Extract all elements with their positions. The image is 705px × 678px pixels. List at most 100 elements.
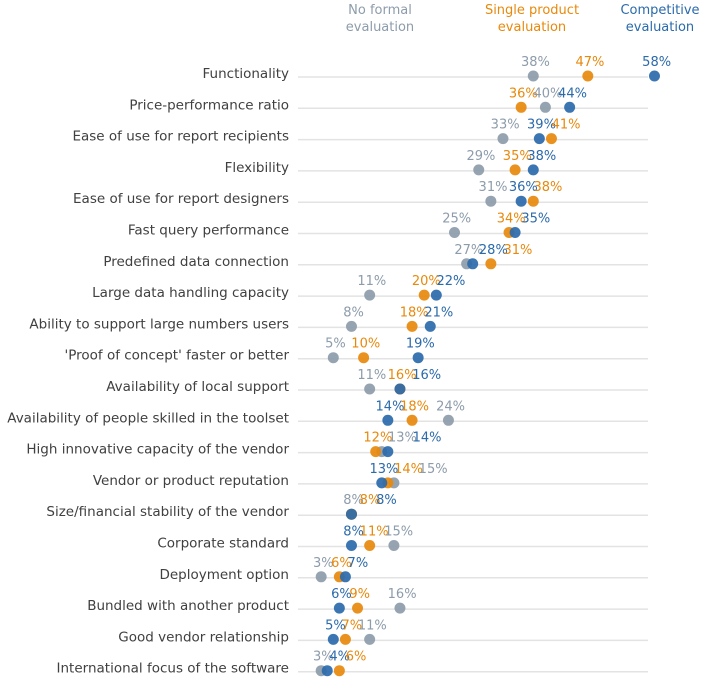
category-label: Flexibility [225, 160, 289, 176]
legend-label: evaluation [497, 20, 567, 35]
data-label: 9% [349, 587, 370, 602]
data-point [485, 258, 497, 270]
category-label: Fast query performance [128, 223, 289, 239]
data-label: 13% [369, 462, 398, 477]
data-label: 10% [351, 337, 380, 352]
data-point [412, 352, 424, 364]
data-label: 8% [360, 493, 381, 508]
data-label: 14% [376, 399, 405, 414]
data-label: 5% [325, 337, 346, 352]
data-point [321, 665, 333, 677]
data-point [394, 602, 406, 614]
data-label: 3% [313, 556, 334, 571]
legend-label: Competitive [620, 3, 700, 18]
data-label: 36% [509, 180, 538, 195]
data-label: 24% [436, 399, 465, 414]
category-label: 'Proof of concept' faster or better [65, 348, 290, 364]
data-point [333, 602, 345, 614]
data-label: 11% [360, 525, 389, 540]
data-point [339, 571, 351, 583]
data-point [467, 258, 479, 270]
data-label: 11% [358, 618, 387, 633]
category-label: Ease of use for report recipients [72, 129, 289, 145]
data-point [406, 414, 418, 426]
data-point [358, 352, 370, 364]
data-point [364, 289, 376, 301]
legend-competitive: Competitive evaluation [610, 2, 705, 36]
data-label: 14% [413, 431, 442, 446]
category-label: Large data handling capacity [92, 285, 289, 301]
data-point [515, 101, 527, 113]
data-point [564, 101, 576, 113]
data-label: 11% [357, 274, 386, 289]
category-label: Corporate standard [157, 536, 289, 552]
data-label: 31% [504, 243, 533, 258]
data-label: 22% [437, 274, 466, 289]
data-point [382, 414, 394, 426]
category-label: Predefined data connection [103, 254, 289, 270]
data-point [345, 320, 357, 332]
data-point [449, 227, 460, 238]
data-label: 44% [558, 86, 587, 101]
data-point [327, 633, 339, 645]
data-point [509, 164, 521, 176]
data-label: 13% [388, 431, 417, 446]
data-point [527, 70, 539, 82]
data-label: 7% [342, 618, 363, 633]
data-label: 40% [533, 86, 562, 101]
data-label: 21% [424, 305, 453, 320]
data-point [370, 446, 382, 458]
legend-no-formal: No formal evaluation [330, 2, 430, 36]
data-label: 16% [412, 368, 441, 383]
data-label: 16% [388, 587, 417, 602]
data-label: 35% [503, 149, 532, 164]
data-point [424, 320, 436, 332]
data-label: 31% [479, 180, 508, 195]
category-label: Availability of people skilled in the to… [7, 410, 289, 426]
data-point [388, 540, 400, 551]
data-point [364, 540, 376, 551]
legend-label: Single product [484, 3, 580, 18]
data-label: 27% [454, 243, 483, 258]
data-point [315, 571, 327, 583]
data-label: 20% [412, 274, 441, 289]
data-label: 36% [509, 86, 538, 101]
legend-label: evaluation [625, 20, 695, 35]
data-point [442, 414, 454, 426]
data-label: 6% [331, 556, 352, 571]
data-point [364, 383, 376, 395]
data-label: 4% [329, 650, 350, 665]
data-label: 18% [400, 305, 429, 320]
data-label: 6% [331, 587, 352, 602]
data-label: 6% [346, 650, 367, 665]
category-label: Size/financial stability of the vendor [46, 504, 289, 520]
data-point [339, 633, 351, 645]
data-label: 38% [527, 149, 556, 164]
category-label: Price-performance ratio [129, 97, 289, 113]
category-label: Vendor or product reputation [93, 473, 289, 489]
data-point [582, 70, 594, 82]
data-point [394, 383, 406, 395]
category-label: High innovative capacity of the vendor [26, 442, 289, 458]
data-point [648, 70, 660, 82]
data-label: 18% [400, 399, 429, 414]
data-point [345, 508, 357, 520]
data-label: 8% [343, 525, 364, 540]
legend-single-product: Single product evaluation [470, 2, 594, 36]
category-label: Availability of local support [106, 379, 289, 395]
data-label: 8% [376, 493, 397, 508]
data-label: 12% [363, 431, 392, 446]
data-point [345, 540, 357, 551]
data-point [352, 602, 364, 614]
data-label: 5% [325, 618, 346, 633]
data-label: 3% [313, 650, 334, 665]
data-point [376, 477, 388, 489]
data-label: 41% [552, 118, 581, 133]
data-label: 28% [479, 243, 508, 258]
data-point [497, 133, 509, 145]
data-point [430, 289, 442, 301]
data-label: 58% [642, 55, 671, 70]
data-label: 38% [521, 55, 550, 70]
